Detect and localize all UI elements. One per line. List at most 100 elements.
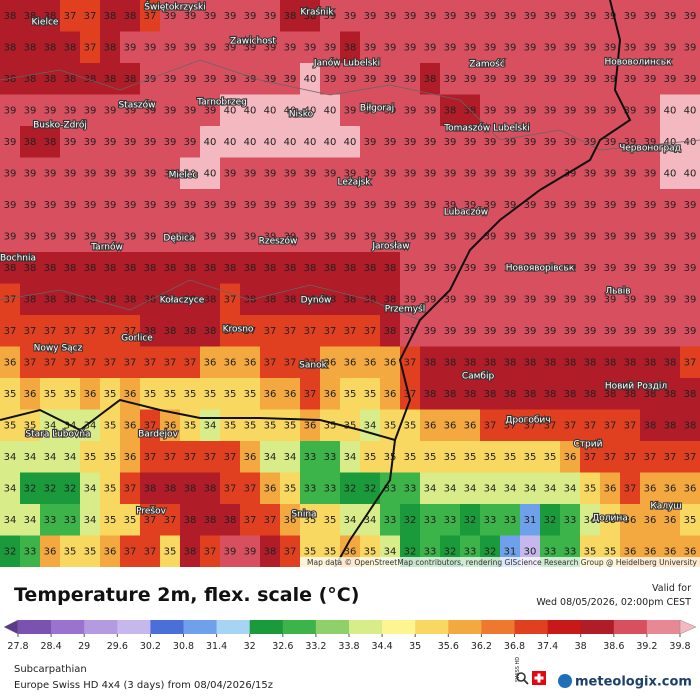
- temperature-cell: [200, 283, 221, 316]
- temperature-cell: [20, 126, 41, 158]
- temperature-cell: [120, 126, 141, 158]
- temperature-cell: [120, 409, 141, 442]
- temperature-cell: [520, 441, 541, 473]
- temperature-value: 39: [324, 231, 337, 242]
- temperature-value: 39: [404, 294, 417, 305]
- colorbar-segment: [481, 620, 515, 634]
- temperature-cell: [480, 283, 501, 316]
- temperature-cell: [80, 535, 101, 568]
- temperature-cell: [60, 346, 81, 379]
- temperature-cell: [100, 378, 121, 410]
- temperature-value: 35: [424, 452, 437, 463]
- temperature-value: 35: [224, 389, 237, 400]
- temperature-cell: [220, 535, 241, 568]
- temperature-cell: [600, 315, 621, 347]
- temperature-cell: [300, 378, 321, 410]
- temperature-value: 39: [544, 74, 557, 85]
- temperature-cell: [360, 31, 381, 64]
- colorbar-segment: [514, 620, 548, 634]
- temperature-cell: [520, 315, 541, 347]
- colorbar-label: 38: [575, 641, 587, 652]
- place-name: Долина: [592, 514, 628, 524]
- temperature-cell: [80, 441, 101, 473]
- temperature-cell: [180, 157, 201, 190]
- temperature-cell: [440, 378, 461, 410]
- temperature-value: 38: [644, 357, 657, 368]
- temperature-cell: [440, 409, 461, 442]
- temperature-cell: [280, 31, 301, 64]
- place-name: Rzeszów: [259, 236, 298, 247]
- temperature-value: 39: [404, 326, 417, 337]
- temperature-value: 39: [184, 137, 197, 148]
- temperature-cell: [140, 31, 161, 64]
- temperature-value: 34: [444, 483, 457, 494]
- temperature-value: 36: [244, 452, 257, 463]
- temperature-value: 36: [124, 420, 137, 431]
- temperature-value: 39: [584, 263, 597, 274]
- temperature-cell: [480, 0, 501, 32]
- temperature-value: 39: [144, 200, 157, 211]
- temperature-value: 38: [364, 263, 377, 274]
- place-name: Zawichost: [230, 37, 276, 47]
- temperature-cell: [300, 31, 321, 64]
- temperature-value: 39: [644, 11, 657, 22]
- temperature-cell: [420, 220, 441, 253]
- temperature-value: 39: [124, 42, 137, 53]
- temperature-cell: [160, 220, 181, 253]
- temperature-value: 38: [324, 263, 337, 274]
- temperature-cell: [0, 220, 21, 253]
- temperature-value: 35: [84, 546, 97, 557]
- place-name: Bardejov: [138, 430, 178, 440]
- temperature-value: 38: [204, 294, 217, 305]
- temperature-cell: [160, 472, 181, 505]
- temperature-value: 38: [104, 11, 117, 22]
- temperature-cell: [220, 189, 241, 221]
- temperature-cell: [480, 472, 501, 505]
- temperature-cell: [340, 472, 361, 505]
- temperature-value: 37: [144, 546, 157, 557]
- temperature-value: 37: [624, 420, 637, 431]
- temperature-cell: [0, 157, 21, 190]
- temperature-cell: [140, 94, 161, 127]
- temperature-value: 39: [464, 11, 477, 22]
- temperature-value: 39: [564, 42, 577, 53]
- temperature-cell: [100, 441, 121, 473]
- temperature-value: 35: [104, 515, 117, 526]
- temperature-value: 39: [464, 168, 477, 179]
- temperature-cell: [340, 441, 361, 473]
- temperature-value: 39: [444, 326, 457, 337]
- colorbar-segment: [547, 620, 581, 634]
- temperature-value: 35: [504, 452, 517, 463]
- temperature-cell: [80, 189, 101, 221]
- temperature-value: 37: [124, 483, 137, 494]
- temperature-value: 39: [504, 231, 517, 242]
- temperature-value: 39: [584, 231, 597, 242]
- temperature-value: 35: [244, 420, 257, 431]
- temperature-cell: [260, 346, 281, 379]
- temperature-value: 34: [4, 483, 17, 494]
- temperature-value: 38: [24, 137, 37, 148]
- temperature-cell: [620, 252, 641, 284]
- temperature-cell: [360, 157, 381, 190]
- place-name: Дрогобич: [505, 416, 550, 426]
- temperature-value: 38: [44, 74, 57, 85]
- temperature-cell: [400, 220, 421, 253]
- temperature-cell: [520, 409, 541, 442]
- temperature-value: 39: [404, 263, 417, 274]
- temperature-cell: [580, 378, 601, 410]
- temperature-cell: [220, 315, 241, 347]
- temperature-cell: [20, 31, 41, 64]
- temperature-value: 36: [444, 420, 457, 431]
- temperature-value: 40: [224, 137, 237, 148]
- temperature-cell: [40, 157, 61, 190]
- temperature-cell: [360, 472, 381, 505]
- temperature-cell: [180, 283, 201, 316]
- temperature-cell: [40, 189, 61, 221]
- temperature-cell: [560, 441, 581, 473]
- temperature-cell: [280, 504, 301, 536]
- temperature-value: 37: [304, 389, 317, 400]
- temperature-value: 38: [24, 294, 37, 305]
- temperature-value: 39: [384, 11, 397, 22]
- temperature-cell: [520, 504, 541, 536]
- temperature-value: 35: [4, 389, 17, 400]
